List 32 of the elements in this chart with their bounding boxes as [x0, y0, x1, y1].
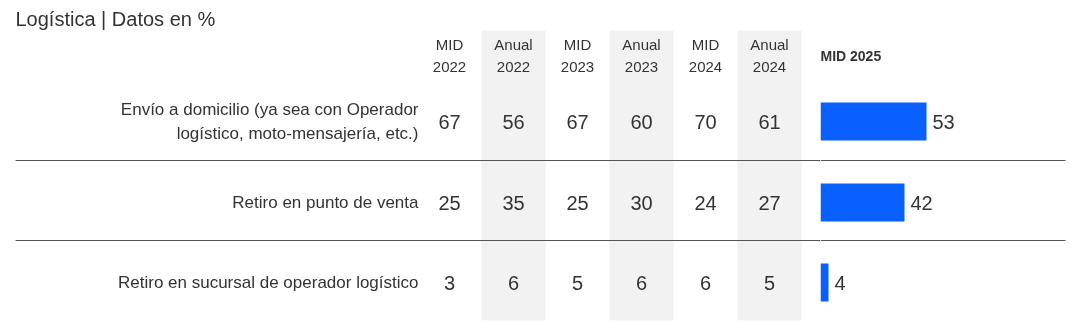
x-tick-label: Anual 2024	[750, 36, 789, 75]
data-label: 6	[635, 271, 648, 294]
x-tick-label: MID 2023	[560, 36, 595, 75]
data-label: 6	[699, 271, 712, 294]
data-label: 24	[694, 191, 717, 214]
data-label: 25	[438, 191, 461, 214]
data-label: 70	[694, 110, 717, 133]
text: Logística | Datos en %	[15, 7, 216, 30]
data-label: 60	[630, 110, 653, 133]
y-tick-label: Envío a domicilio (ya sea con Operador logístico, moto-mensajería, etc.)	[120, 100, 419, 143]
chart-title: MID 2025	[820, 47, 882, 64]
x-tick-label: MID 2024	[688, 36, 723, 75]
data-label: 3	[443, 271, 456, 294]
data-label: 30	[630, 191, 653, 214]
y-tick-label: Retiro en punto de venta	[232, 193, 420, 212]
data-label: 6	[507, 271, 520, 294]
data-label: 61	[758, 110, 781, 133]
data-label: 53	[932, 110, 955, 133]
x-tick-label: Anual 2022	[494, 36, 533, 75]
data-label: 67	[566, 110, 589, 133]
data-label: 27	[758, 191, 781, 214]
y-tick-label: Retiro en sucursal de operador logístico	[118, 273, 419, 292]
data-label: 35	[502, 191, 525, 214]
data-label: 42	[910, 191, 933, 214]
data-label: 25	[566, 191, 589, 214]
data-label: 5	[571, 271, 584, 294]
x-tick-label: Anual 2023	[622, 36, 661, 75]
data-label: 5	[763, 271, 776, 294]
data-label: 4	[834, 271, 846, 294]
x-tick-label: MID 2022	[432, 36, 467, 75]
data-label: 67	[438, 110, 461, 133]
data-label: 56	[502, 110, 525, 133]
